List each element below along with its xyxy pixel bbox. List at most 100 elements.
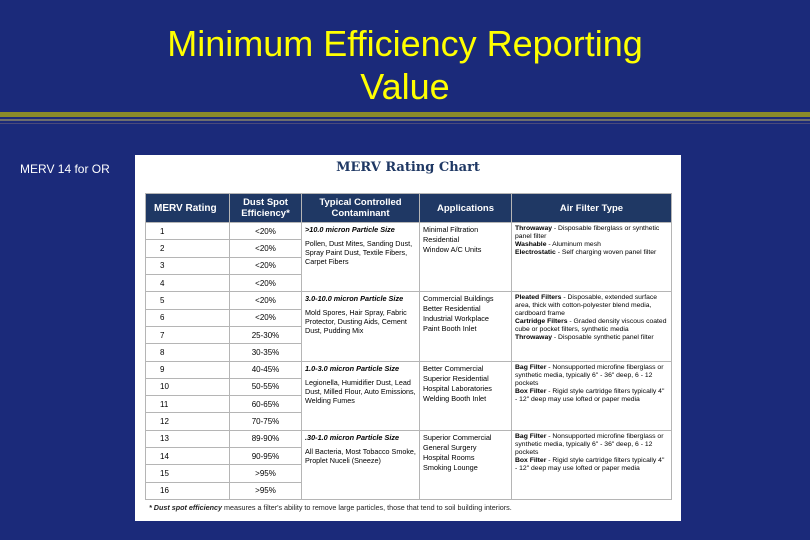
filter-type-cell: Throwaway - Disposable fiberglass or syn… [511,221,672,293]
merv-rating-cell: 12 [145,412,230,431]
footnote: * Dust spot efficiency measures a filter… [149,503,512,512]
filter-type-name: Bag Filter [515,363,547,371]
merv-rating-cell: 11 [145,395,230,414]
application-item: Paint Booth Inlet [423,324,477,334]
particle-size: >10.0 micron Particle Size [305,225,395,234]
efficiency-cell: 90-95% [229,447,302,466]
filter-type-item: Electrostatic - Self charging woven pane… [515,249,668,257]
merv-rating-cell: 9 [145,360,230,379]
header-efficiency: Dust Spot Efficiency* [229,193,302,223]
efficiency-cell: 60-65% [229,395,302,414]
merv-rating-cell: 2 [145,239,230,258]
contaminant-cell: 1.0-3.0 micron Particle Size Legionella, … [301,360,420,431]
efficiency-cell: 50-55% [229,377,302,397]
filter-type-cell: Pleated Filters - Disposable, extended s… [511,291,672,362]
filter-type-name: Box Filter [515,456,547,464]
efficiency-cell: <20% [229,256,302,275]
slide-title: Minimum Efficiency Reporting Value [0,22,810,108]
table-body: 1 <20% >10.0 micron Particle Size Pollen, D… [145,221,672,501]
filter-type-desc: - Rigid style cartridge filters typicall… [515,387,665,403]
filter-type-item: Bag Filter - Nonsupported microfine fibe… [515,433,668,457]
divider-bar [0,112,810,117]
table-row: 1 <20% >10.0 micron Particle Size Pollen, D… [145,221,672,293]
contaminant-list: Legionella, Humidifier Dust, Lead Dust, … [305,377,416,405]
efficiency-cell: <20% [229,239,302,258]
filter-type-desc: - Disposable synthetic panel filter [552,334,654,342]
efficiency-cell: 25-30% [229,325,302,345]
filter-type-desc: - Nonsupported microfine fiberglass or s… [515,432,664,456]
merv-rating-cell: 16 [145,481,230,501]
merv-rating-cell: 14 [145,447,230,466]
efficiency-cell: 40-45% [229,360,302,379]
merv-chart-image: MERV Rating Chart MERV Rating Dust Spot … [135,155,681,521]
efficiency-cell: <20% [229,273,302,293]
application-item: Commercial Buildings [423,294,494,304]
table-row: 7 25-30% [145,325,672,345]
filter-type-name: Throwaway [515,334,553,342]
contaminant-cell: >10.0 micron Particle Size Pollen, Dust M… [301,221,420,293]
filter-type-desc: - Disposable, extended surface area, thi… [515,294,658,318]
application-item: Residential [423,235,460,244]
application-item: Welding Booth Inlet [423,393,487,403]
filter-type-desc: - Aluminum mesh [546,241,601,248]
efficiency-cell: <20% [229,291,302,310]
merv-table: MERV Rating Dust Spot Efficiency* Typica… [145,193,672,501]
merv-rating-cell: 8 [145,343,230,362]
filter-type-desc: - Graded density viscous coated cube or … [515,318,667,334]
filter-type-name: Throwaway [515,225,553,232]
applications-cell: Minimal Filtration Residential Window A/C … [419,221,512,293]
slide-title-line1: Minimum Efficiency Reporting [167,23,643,64]
merv-rating-cell: 5 [145,291,230,310]
efficiency-cell: 30-35% [229,343,302,362]
application-item: Minimal Filtration [423,225,479,234]
application-item: Superior Residential [423,373,489,383]
table-row: 2 <20% [145,239,672,258]
application-item: Better Residential [423,304,481,314]
merv-rating-cell: 15 [145,464,230,483]
merv-rating-cell: 1 [145,221,230,241]
table-row: 14 90-95% [145,447,672,466]
filter-type-name: Cartridge Filters [515,318,568,326]
application-item: Smoking Lounge [423,462,478,472]
particle-size: .30-1.0 micron Particle Size [305,432,400,442]
merv-rating-cell: 3 [145,256,230,275]
filter-type-cell: Bag Filter - Nonsupported microfine fibe… [511,360,672,431]
divider-line [0,119,810,121]
header-contaminant: Typical Controlled Contaminant [301,193,420,223]
application-item: Superior Commercial [423,432,492,442]
filter-type-name: Washable [515,241,547,248]
merv-rating-cell: 10 [145,377,230,397]
application-item: Hospital Laboratories [423,383,492,393]
applications-cell: Superior Commercial General Surgery Hospit… [419,429,512,501]
efficiency-cell: >95% [229,464,302,483]
efficiency-cell: <20% [229,221,302,241]
contaminant-list: Mold Spores, Hair Spray, Fabric Protecto… [305,308,407,336]
table-header-row: MERV Rating Dust Spot Efficiency* Typica… [145,193,672,223]
table-row: 5 <20% 3.0-10.0 micron Particle Size Mold S… [145,291,672,362]
table-row: 16 >95% [145,481,672,501]
divider-line-thin [0,123,810,124]
table-row: 12 70-75% [145,412,672,431]
table-row: 9 40-45% 1.0-3.0 micron Particle Size Legio… [145,360,672,431]
table-row: 11 60-65% [145,395,672,414]
filter-type-name: Electrostatic [515,249,556,256]
merv-rating-cell: 6 [145,308,230,327]
header-applications: Applications [419,193,512,223]
filter-type-desc: - Rigid style cartridge filters typicall… [515,456,665,472]
application-item: Industrial Workplace [423,314,489,324]
filter-type-item: Box Filter - Rigid style cartridge filte… [515,457,668,473]
applications-cell: Better Commercial Superior Residential Hos… [419,360,512,431]
filter-type-desc: - Self charging woven panel filter [555,249,657,256]
table-row: 13 89-90% .30-1.0 micron Particle Size All … [145,429,672,501]
application-item: General Surgery [423,442,477,452]
header-filter-type: Air Filter Type [511,193,672,223]
filter-type-item: Throwaway - Disposable fiberglass or syn… [515,225,668,241]
filter-type-item: Throwaway - Disposable synthetic panel f… [515,334,668,342]
applications-cell: Commercial Buildings Better Residential In… [419,291,512,362]
particle-size: 3.0-10.0 micron Particle Size [305,294,404,304]
filter-type-cell: Bag Filter - Nonsupported microfine fibe… [511,429,672,501]
merv-rating-cell: 4 [145,273,230,293]
side-label: MERV 14 for OR [20,162,110,176]
contaminant-cell: 3.0-10.0 micron Particle Size Mold Spores… [301,291,420,362]
efficiency-cell: <20% [229,308,302,327]
